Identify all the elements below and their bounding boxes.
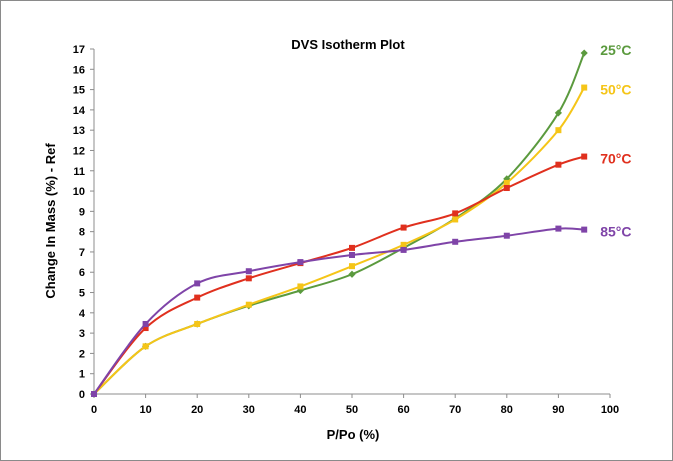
series-50c (91, 84, 588, 397)
y-tick-label: 7 (79, 247, 85, 259)
data-point (503, 179, 510, 186)
y-tick-label: 2 (79, 348, 85, 360)
data-point (452, 216, 459, 223)
y-tick-label: 4 (79, 308, 86, 320)
y-tick-label: 5 (79, 288, 85, 300)
series-85c (91, 225, 588, 397)
data-point (194, 320, 201, 327)
y-tick-label: 16 (73, 64, 85, 76)
x-tick-label: 40 (294, 404, 306, 416)
y-tick-label: 3 (79, 328, 85, 340)
x-tick-label: 50 (346, 404, 358, 416)
series-label-85c: 85°C (600, 224, 631, 240)
x-tick-label: 30 (243, 404, 255, 416)
data-point (142, 320, 149, 327)
data-point (503, 185, 510, 192)
tick-labels: 0 10 20 30 40 50 60 70 80 90 100012345678910111213… (73, 44, 619, 416)
data-point (349, 244, 355, 251)
data-point (91, 391, 97, 397)
x-tick-label: 10 (139, 404, 151, 416)
y-tick-label: 0 (79, 389, 85, 401)
y-tick-label: 13 (73, 125, 85, 137)
series-layer (90, 49, 588, 398)
series-line-50c (93, 87, 586, 395)
y-tick-label: 9 (79, 206, 85, 218)
y-tick-label: 1 (79, 369, 85, 381)
data-point (194, 294, 201, 301)
data-point (400, 246, 407, 253)
series-70c (91, 153, 588, 397)
data-point (555, 127, 562, 134)
y-tick-label: 10 (73, 186, 85, 198)
series-line-70c (93, 155, 585, 395)
data-point (581, 84, 588, 91)
data-point (452, 238, 459, 245)
series-line-85c (93, 227, 585, 395)
data-point (400, 241, 407, 248)
y-tick-label: 14 (73, 105, 86, 117)
series-labels: 25°C 50°C 70°C 85°C (600, 42, 631, 240)
y-tick-label: 6 (79, 267, 85, 279)
y-tick-label: 8 (79, 227, 85, 239)
data-point (194, 280, 201, 287)
data-point (400, 224, 407, 231)
data-point (245, 275, 252, 282)
chart-title: DVS Isotherm Plot (291, 37, 405, 52)
series-label-50c: 50°C (600, 82, 631, 98)
x-tick-label: 60 (397, 404, 409, 416)
data-point (581, 226, 588, 233)
y-tick-label: 12 (73, 145, 85, 157)
data-point (554, 109, 562, 117)
x-tick-label: 90 (552, 404, 564, 416)
data-point (142, 325, 149, 332)
x-tick-label: 0 (91, 404, 97, 416)
axes (90, 48, 611, 398)
x-tick-label: 20 (191, 404, 203, 416)
data-point (245, 301, 252, 308)
y-tick-label: 17 (73, 44, 85, 56)
series-label-70c: 70°C (600, 151, 631, 167)
series-line-25c (93, 52, 586, 395)
x-axis-title: P/Po (%) (327, 427, 380, 442)
data-point (245, 268, 252, 275)
data-point (297, 283, 304, 290)
x-tick-label: 100 (601, 404, 619, 416)
data-point (581, 153, 588, 160)
data-point (348, 270, 356, 278)
x-tick-label: 80 (501, 404, 513, 416)
data-point (503, 232, 510, 239)
y-tick-label: 15 (73, 85, 85, 97)
data-point (555, 225, 562, 232)
x-tick-label: 70 (449, 404, 461, 416)
y-tick-label: 11 (73, 166, 85, 178)
series-label-25c: 25°C (600, 42, 631, 58)
data-point (297, 259, 304, 266)
data-point (580, 49, 588, 57)
y-axis-title: Change In Mass (%) - Ref (43, 143, 58, 299)
data-point (142, 343, 149, 350)
data-point (452, 210, 459, 217)
series-25c (90, 49, 588, 398)
data-point (349, 251, 355, 258)
data-point (555, 161, 562, 168)
data-point (349, 263, 355, 270)
